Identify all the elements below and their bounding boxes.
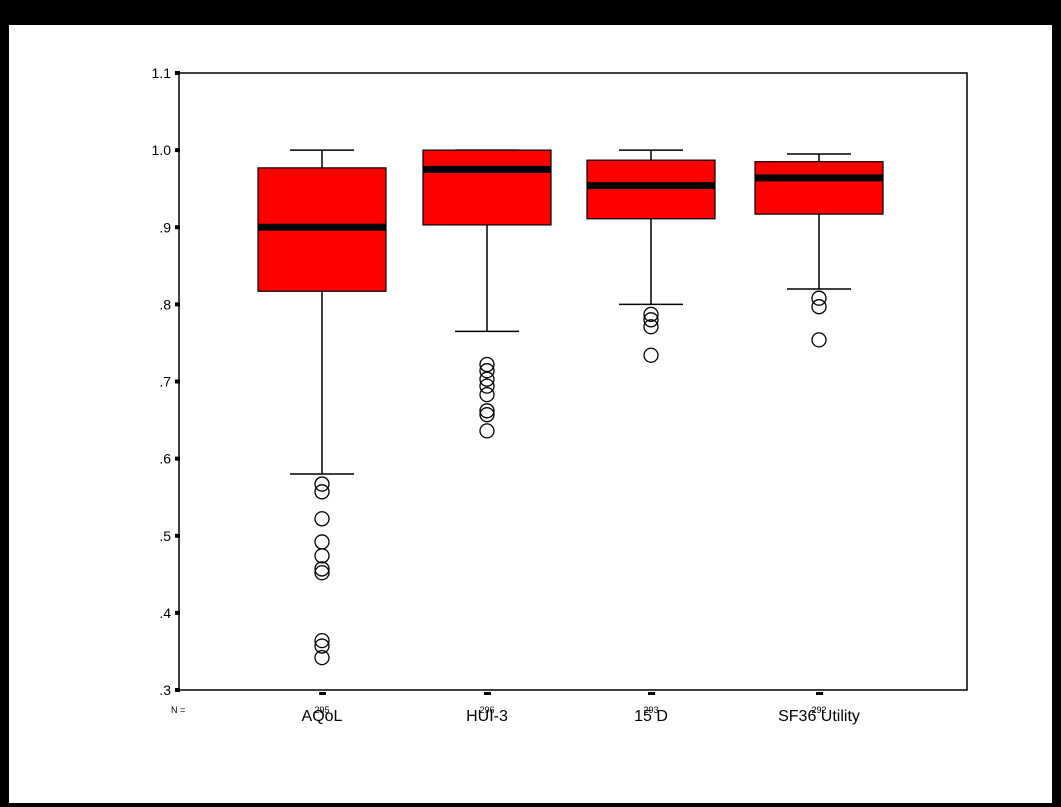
n-prefix: N = — [171, 705, 185, 715]
y-tick-mark — [175, 610, 180, 615]
x-tick-mark — [816, 692, 823, 695]
outlier-point — [314, 534, 330, 550]
y-tick-mark — [175, 379, 180, 384]
n-count-label: 296 — [479, 705, 494, 715]
y-tick-label: 1.1 — [152, 65, 172, 81]
box-group — [586, 149, 716, 363]
outlier-point — [479, 371, 495, 387]
y-tick-mark — [175, 148, 180, 153]
outlier-point — [314, 638, 330, 654]
y-axis: 1.1 1.0 .9 .8 .7 .6 .5 .4 .3 — [152, 65, 180, 698]
category-label: HUI-3 — [466, 708, 508, 725]
outlier-point — [314, 632, 330, 649]
outlier-point — [314, 649, 330, 666]
category-label: SF36 Utility — [778, 708, 860, 725]
box-group — [422, 149, 552, 439]
outlier-point — [479, 423, 495, 439]
outlier-point — [479, 378, 495, 394]
y-tick-label: .8 — [159, 296, 171, 312]
box-group — [754, 153, 884, 348]
x-tick-mark — [319, 692, 326, 695]
y-tick-mark — [175, 225, 180, 230]
box-iqr — [422, 149, 552, 226]
n-count-label: 293 — [643, 705, 658, 715]
n-count-label: 292 — [811, 705, 826, 715]
boxes — [257, 149, 884, 666]
category-label: AQoL — [302, 708, 343, 725]
outlier-point — [314, 476, 330, 492]
outlier-point — [314, 484, 330, 500]
y-tick-mark — [175, 302, 180, 307]
outlier-point — [811, 299, 827, 315]
y-tick-label: .4 — [159, 605, 171, 621]
outlier-point — [643, 347, 659, 363]
y-tick-label: .5 — [159, 528, 171, 544]
n-count-label: 295 — [314, 705, 329, 715]
outlier-point — [479, 403, 495, 419]
y-tick-label: .7 — [159, 374, 171, 390]
outlier-point — [643, 319, 659, 335]
box-iqr — [586, 159, 716, 220]
outlier-point — [314, 565, 330, 581]
outlier-point — [314, 548, 330, 564]
y-tick-mark — [175, 456, 180, 461]
y-tick-label: .6 — [159, 451, 171, 467]
outlier-point — [811, 332, 827, 348]
y-tick-mark — [175, 533, 180, 538]
box-iqr — [754, 161, 884, 215]
y-tick-label: 1.0 — [152, 142, 172, 158]
y-tick-label: .3 — [159, 682, 171, 698]
x-tick-mark — [648, 692, 655, 695]
outlier-point — [479, 363, 495, 379]
x-tick-mark — [484, 692, 491, 695]
outlier-point — [643, 306, 659, 323]
outlier-point — [479, 386, 495, 403]
outlier-point — [811, 290, 827, 306]
outlier-point — [479, 407, 495, 423]
outlier-point — [479, 356, 495, 373]
outlier-point — [314, 561, 330, 577]
category-label: 15 D — [634, 708, 668, 725]
outlier-point — [314, 511, 330, 527]
box-group — [257, 149, 387, 666]
page: 1.1 1.0 .9 .8 .7 .6 .5 .4 .3 N = 295 AQoL 296 HUI-3 2… — [9, 25, 1052, 803]
y-tick-mark — [175, 688, 180, 692]
outlier-point — [643, 312, 659, 328]
y-tick-label: .9 — [159, 219, 171, 235]
y-tick-mark — [175, 71, 180, 75]
